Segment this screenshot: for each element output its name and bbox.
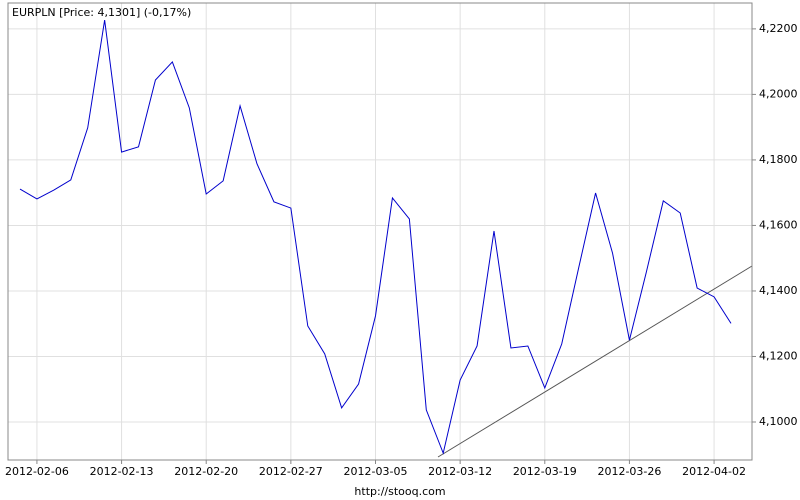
y-tick-label: 4,1200 xyxy=(759,349,798,362)
y-tick-label: 4,1000 xyxy=(759,415,798,428)
y-tick-label: 4,2000 xyxy=(759,87,798,100)
y-tick-label: 4,2200 xyxy=(759,22,798,35)
x-tick-label: 2012-03-19 xyxy=(513,465,577,478)
plot-border xyxy=(7,2,753,461)
x-tick-label: 2012-03-26 xyxy=(597,465,661,478)
x-tick-label: 2012-04-02 xyxy=(682,465,746,478)
footer: http://stooq.com xyxy=(354,485,445,498)
chart-title: EURPLN [Price: 4,1301] (-0,17%) xyxy=(12,6,191,19)
x-tick-label: 2012-02-06 xyxy=(5,465,69,478)
trend-line xyxy=(437,265,753,458)
x-tick-label: 2012-03-05 xyxy=(344,465,408,478)
x-tick-label: 2012-02-20 xyxy=(174,465,238,478)
y-tick-label: 4,1800 xyxy=(759,153,798,166)
x-tick-label: 2012-03-12 xyxy=(428,465,492,478)
price-line xyxy=(19,19,732,455)
grid xyxy=(8,3,752,460)
y-tick-label: 4,1400 xyxy=(759,284,798,297)
y-tick-label: 4,1600 xyxy=(759,218,798,231)
x-tick-label: 2012-02-13 xyxy=(90,465,154,478)
plot xyxy=(19,19,732,455)
x-tick-label: 2012-02-27 xyxy=(259,465,323,478)
